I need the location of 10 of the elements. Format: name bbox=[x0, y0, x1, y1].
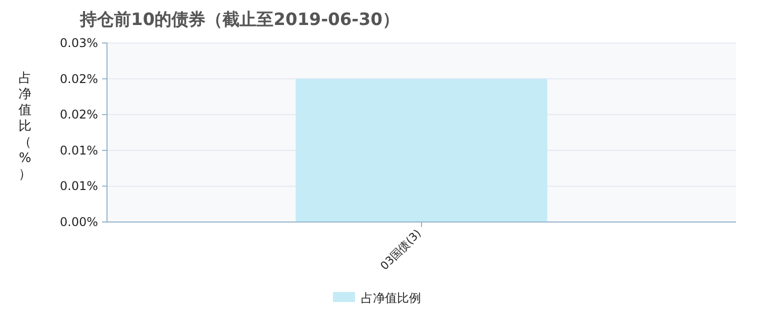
y-tick-label: 0.03% bbox=[60, 36, 98, 50]
y-tick-label: 0.02% bbox=[60, 108, 98, 122]
y-tick-label: 0.01% bbox=[60, 179, 98, 194]
y-axis-title: 占净值比（%） bbox=[18, 71, 32, 182]
y-tick-label: 0.02% bbox=[60, 72, 98, 86]
y-tick-label: 0.01% bbox=[60, 143, 98, 158]
y-tick-label: 0.00% bbox=[60, 215, 98, 229]
x-tick-label: 03国债(3) bbox=[378, 226, 424, 273]
chart-title: 持仓前10的债券（截止至2019-06-30） bbox=[79, 10, 400, 30]
legend-label: 占净值比例 bbox=[361, 291, 421, 305]
